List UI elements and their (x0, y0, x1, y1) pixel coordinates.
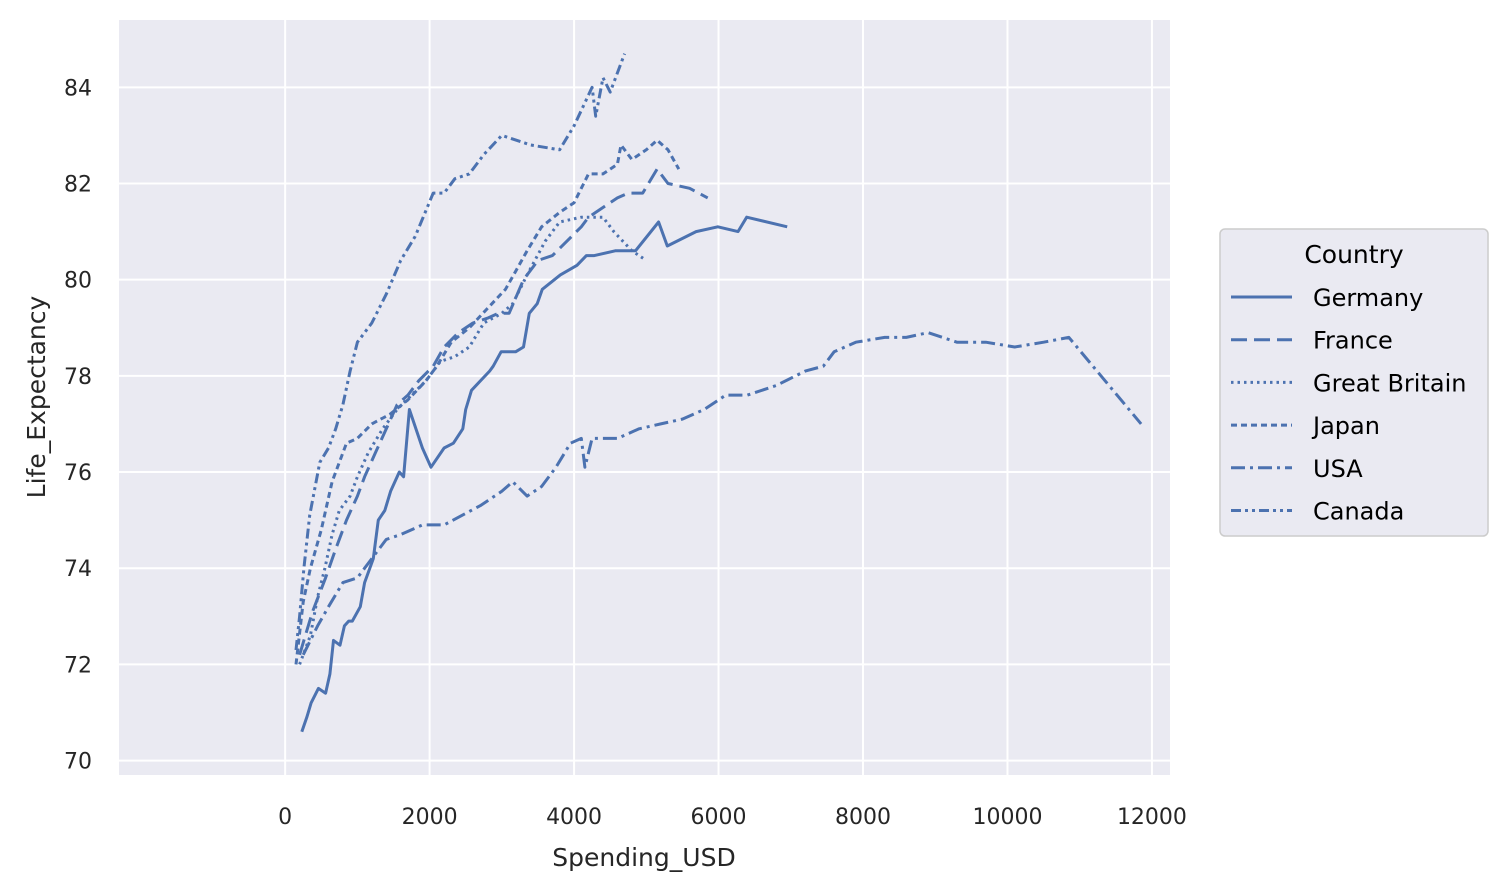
legend-label: Germany (1313, 284, 1423, 312)
plot-background (119, 20, 1170, 775)
legend-label: France (1313, 327, 1393, 355)
y-tick-label: 82 (64, 173, 92, 198)
x-tick-label: 4000 (546, 805, 602, 830)
y-tick-label: 84 (64, 76, 92, 101)
series-line-japan (294, 138, 681, 665)
x-tick-label: 12000 (1117, 805, 1187, 830)
y-tick-label: 78 (64, 365, 92, 390)
x-tick-label: 2000 (402, 805, 458, 830)
y-axis-ticks: 70 72 74 76 78 80 82 84 (64, 76, 92, 774)
y-tick-label: 70 (64, 750, 92, 775)
legend-box (1219, 228, 1489, 537)
legend-label: Canada (1313, 498, 1404, 526)
series-line-germany (300, 215, 788, 733)
legend: Country Germany France Great Britain Japan U… (1219, 228, 1489, 537)
series-lines (294, 53, 1143, 733)
legend-label: USA (1313, 455, 1363, 483)
x-tick-label: 8000 (835, 805, 891, 830)
x-tick-label: 0 (278, 805, 292, 830)
series-line-great-britain (298, 215, 648, 665)
y-tick-label: 72 (64, 653, 92, 678)
x-tick-label: 6000 (691, 805, 747, 830)
y-tick-label: 74 (64, 557, 92, 582)
y-tick-label: 76 (64, 461, 92, 486)
x-axis-ticks: 0 2000 4000 6000 8000 10000 12000 (278, 805, 1187, 830)
y-tick-label: 80 (64, 269, 92, 294)
grid (119, 20, 1170, 775)
y-axis-label: Life_Expectancy (22, 295, 51, 498)
legend-label: Japan (1311, 412, 1380, 440)
series-line-canada (294, 53, 627, 651)
legend-entries: Germany France Great Britain Japan USA Canada (1231, 284, 1466, 526)
legend-label: Great Britain (1313, 369, 1466, 397)
legend-title: Country (1304, 240, 1404, 269)
x-tick-label: 10000 (972, 805, 1042, 830)
x-axis-label: Spending_USD (552, 843, 735, 872)
